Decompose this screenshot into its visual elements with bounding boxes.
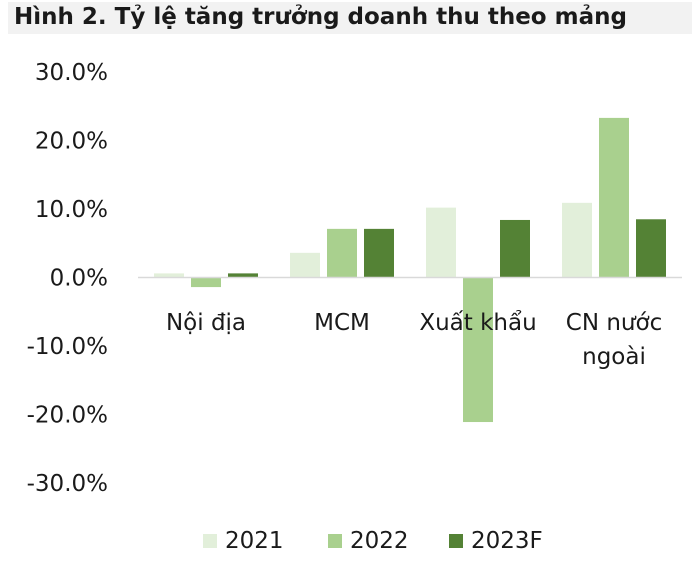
legend-swatch-2021 xyxy=(203,534,217,548)
x-category-label: Xuất khẩu xyxy=(419,310,536,336)
bar-2023F-3 xyxy=(636,219,666,278)
bar-2021-3 xyxy=(562,202,592,278)
y-tick-label: -30.0% xyxy=(27,471,108,497)
legend-swatch-2022 xyxy=(328,534,342,548)
bar-2023F-2 xyxy=(500,219,530,278)
bar-2022-3 xyxy=(599,117,629,278)
bar-2022-1 xyxy=(327,228,357,278)
y-tick-label: -10.0% xyxy=(27,334,108,360)
chart-title: Hình 2. Tỷ lệ tăng trưởng doanh thu theo… xyxy=(14,4,627,30)
y-tick-label: 30.0% xyxy=(35,60,108,86)
chart-title-bar: Hình 2. Tỷ lệ tăng trưởng doanh thu theo… xyxy=(8,2,692,34)
bar-2022-2 xyxy=(463,277,493,423)
x-category-label: ngoài xyxy=(582,344,646,370)
x-category-label: MCM xyxy=(314,310,370,336)
bar-2023F-0 xyxy=(228,273,258,278)
legend-label-2022: 2022 xyxy=(350,528,409,554)
legend-label-2021: 2021 xyxy=(225,528,284,554)
bar-2021-1 xyxy=(290,252,320,278)
x-category-label: CN nước xyxy=(566,310,662,336)
bar-2021-2 xyxy=(426,207,456,278)
y-tick-label: 0.0% xyxy=(50,266,108,292)
legend-label-2023F: 2023F xyxy=(471,528,543,554)
y-tick-label: 10.0% xyxy=(35,197,108,223)
bar-2022-0 xyxy=(191,277,221,288)
y-tick-label: -20.0% xyxy=(27,403,108,429)
x-category-label: Nội địa xyxy=(166,310,246,336)
y-tick-label: 20.0% xyxy=(35,129,108,155)
bar-2021-0 xyxy=(154,273,184,278)
legend-swatch-2023F xyxy=(449,534,463,548)
bar-2023F-1 xyxy=(364,228,394,278)
